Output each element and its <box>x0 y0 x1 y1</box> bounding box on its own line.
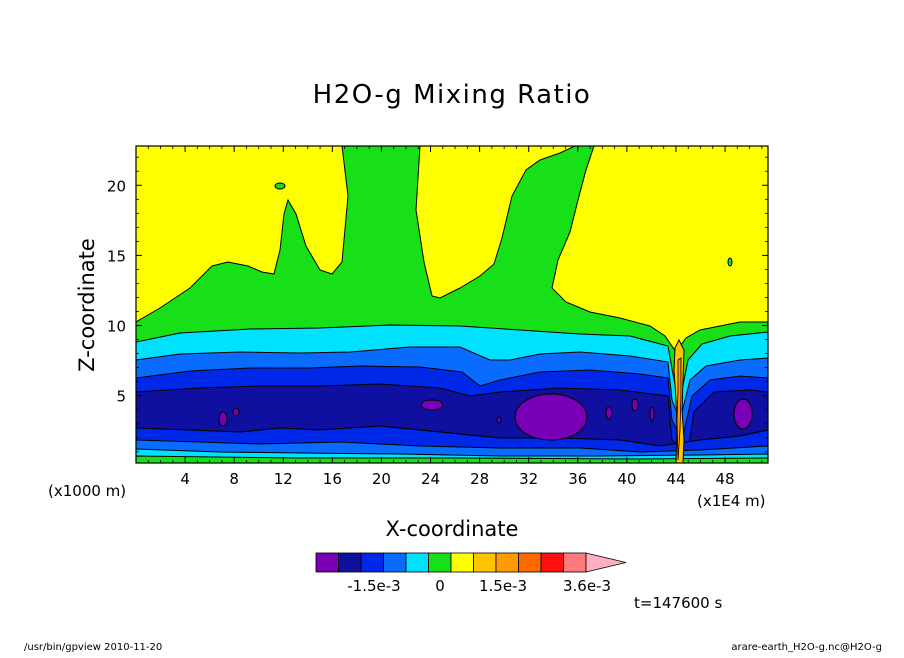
x-axis-label: X-coordinate <box>386 517 519 541</box>
colorbar <box>315 552 627 573</box>
colorbar-swatch <box>383 552 407 573</box>
purple-blob-41 <box>649 406 655 422</box>
x-tick-label: 44 <box>666 470 685 488</box>
x-unit-left: (x1000 m) <box>48 482 126 500</box>
colorbar-label-4: 3.6e-3 <box>563 577 611 595</box>
colorbar-label-3: 1.5e-3 <box>479 577 527 595</box>
contour-band-surface-green <box>136 455 768 463</box>
colorbar-labels: -1.5e-3 0 1.5e-3 3.6e-3 <box>347 577 611 595</box>
colorbar-swatch <box>450 552 474 573</box>
chart-title: H2O-g Mixing Ratio <box>313 80 592 110</box>
purple-blob-36 <box>605 406 613 420</box>
colorbar-swatch <box>315 552 339 573</box>
colorbar-swatch <box>338 552 362 573</box>
y-tick-label: 5 <box>116 388 126 406</box>
colorbar-swatch <box>540 552 564 573</box>
y-tick-label: 20 <box>107 177 126 195</box>
purple-blob-left <box>218 411 228 427</box>
colorbar-label-2: 0 <box>435 577 445 595</box>
x-tick-label: 40 <box>617 470 636 488</box>
time-label: t=147600 s <box>634 594 722 612</box>
blue-blob-24 <box>420 399 444 411</box>
colorbar-swatch <box>495 552 519 573</box>
plot-frame <box>135 145 769 464</box>
x-tick-label: 20 <box>372 470 391 488</box>
x-tick-label: 32 <box>519 470 538 488</box>
colorbar-swatch <box>518 552 542 573</box>
green-patch-right <box>727 257 733 267</box>
convective-core <box>676 357 682 461</box>
purple-blob-large <box>514 393 588 441</box>
x-tick-label: 8 <box>229 470 239 488</box>
x-tick-label: 36 <box>568 470 587 488</box>
colorbar-swatch <box>563 552 587 573</box>
purple-blob-small <box>232 407 240 417</box>
x-tick-label: 28 <box>470 470 489 488</box>
colorbar-swatch <box>428 552 452 573</box>
footer-left: /usr/bin/gpview 2010-11-20 <box>24 642 162 653</box>
x-axis-ticks: 4 8 12 16 20 24 28 32 36 40 44 48 <box>147 146 763 488</box>
x-unit-right: (x1E4 m) <box>697 492 766 510</box>
plot-area <box>136 146 768 463</box>
y-axis-label: Z-coordinate <box>75 238 99 372</box>
colorbar-extend-arrow <box>585 552 627 573</box>
y-axis-ticks: 5 10 15 20 <box>107 156 768 453</box>
purple-blob-right <box>733 398 753 430</box>
colorbar-swatch <box>473 552 497 573</box>
x-tick-label: 4 <box>180 470 190 488</box>
green-patch-upper <box>274 182 286 190</box>
x-tick-label: 48 <box>716 470 735 488</box>
plot-border <box>135 145 769 464</box>
colorbar-label-1: -1.5e-3 <box>347 577 400 595</box>
x-tick-label: 24 <box>421 470 440 488</box>
x-tick-label: 12 <box>274 470 293 488</box>
colorbar-swatch <box>360 552 384 573</box>
footer-right: arare-earth_H2O-g.nc@H2O-g <box>731 642 882 653</box>
purple-blob-39 <box>631 398 639 412</box>
purple-blob-30 <box>496 416 502 424</box>
colorbar-swatch <box>405 552 429 573</box>
y-tick-label: 15 <box>107 247 126 265</box>
y-tick-label: 10 <box>107 318 126 336</box>
x-tick-label: 16 <box>323 470 342 488</box>
